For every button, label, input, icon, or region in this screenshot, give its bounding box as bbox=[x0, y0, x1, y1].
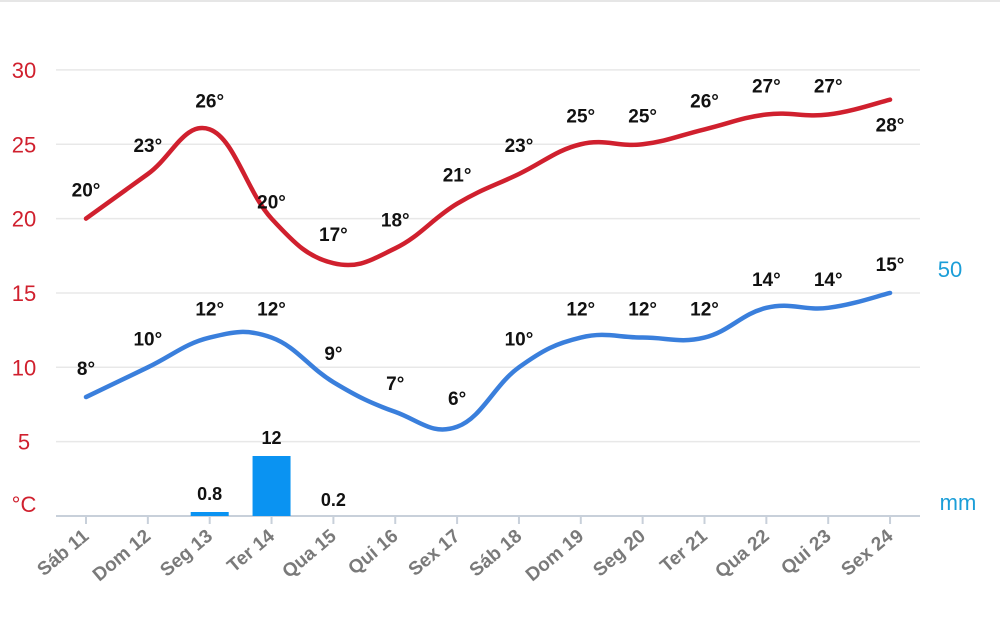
min-data-label: 10° bbox=[133, 329, 162, 350]
min-data-label: 7° bbox=[386, 374, 404, 395]
y-tick-label: 10 bbox=[12, 355, 36, 380]
min-data-label: 12° bbox=[566, 300, 595, 321]
y-axis-left: 30 25 20 15 10 5 °C bbox=[12, 58, 37, 517]
precipitation-bar bbox=[252, 456, 291, 516]
min-data-label: 9° bbox=[324, 344, 342, 365]
y2-tick-top: 50 bbox=[938, 257, 962, 282]
x-tick-label: Dom 19 bbox=[522, 526, 588, 586]
x-tick-label: Sáb 11 bbox=[34, 525, 94, 580]
x-tick-label: Seg 20 bbox=[589, 526, 649, 581]
max-data-label: 21° bbox=[443, 166, 472, 187]
y-tick-label: 15 bbox=[12, 281, 36, 306]
precipitation-label: 0.2 bbox=[321, 490, 346, 510]
y-tick-label: °C bbox=[12, 492, 37, 517]
precipitation-bars: 0.8 12 0.2 bbox=[190, 428, 346, 516]
max-data-label: 25° bbox=[566, 106, 595, 127]
y-tick-label: 5 bbox=[18, 430, 30, 455]
min-data-label: 10° bbox=[505, 329, 534, 350]
x-tick-label: Qua 22 bbox=[712, 526, 774, 583]
x-tick-label: Ter 21 bbox=[656, 525, 712, 576]
min-data-label: 6° bbox=[448, 389, 466, 410]
min-data-label: 12° bbox=[257, 300, 286, 321]
max-data-label: 27° bbox=[814, 77, 843, 98]
min-data-label: 14° bbox=[752, 270, 781, 291]
min-data-label: 12° bbox=[628, 300, 657, 321]
y-tick-label: 20 bbox=[12, 207, 36, 232]
max-data-label: 20° bbox=[72, 181, 101, 202]
x-tick-label: Sex 17 bbox=[405, 526, 465, 581]
y-tick-label: 25 bbox=[12, 132, 36, 157]
min-data-label: 8° bbox=[77, 359, 95, 380]
x-tick-label: Qui 16 bbox=[344, 526, 402, 579]
min-temperature-line bbox=[83, 290, 893, 432]
max-data-label: 17° bbox=[319, 225, 348, 246]
y2-unit-label: mm bbox=[940, 490, 977, 515]
max-data-label: 27° bbox=[752, 77, 781, 98]
x-tick-label: Qui 23 bbox=[777, 526, 835, 579]
min-data-label: 12° bbox=[195, 300, 224, 321]
min-data-label: 15° bbox=[876, 255, 905, 276]
x-tick-label: Seg 13 bbox=[156, 526, 216, 581]
x-tick-label: Sex 24 bbox=[838, 525, 898, 580]
precipitation-bar bbox=[190, 512, 229, 516]
precipitation-label: 0.8 bbox=[197, 484, 222, 504]
max-data-label: 26° bbox=[195, 91, 224, 112]
min-data-label: 12° bbox=[690, 300, 719, 321]
x-tick-label: Sáb 18 bbox=[466, 526, 526, 581]
max-data-label: 18° bbox=[381, 210, 410, 231]
max-data-label: 26° bbox=[690, 91, 719, 112]
max-temperature-line bbox=[83, 97, 893, 268]
temperature-lines: 20° 23° 26° 20° 17° 18° 21° 23° 25° 25° 26° 27° 27° 2… bbox=[72, 77, 905, 432]
max-data-label: 25° bbox=[628, 106, 657, 127]
y-tick-label: 30 bbox=[12, 58, 36, 83]
y-axis-right: 50 mm bbox=[938, 257, 977, 515]
x-tick-label: Ter 14 bbox=[223, 525, 279, 576]
min-data-label: 14° bbox=[814, 270, 843, 291]
max-data-label: 28° bbox=[876, 116, 905, 137]
max-data-label: 20° bbox=[257, 193, 286, 214]
max-data-label: 23° bbox=[505, 136, 534, 157]
x-tick-label: Qua 15 bbox=[279, 525, 341, 582]
x-tick-label: Dom 12 bbox=[89, 526, 155, 586]
top-divider bbox=[0, 0, 1000, 2]
precipitation-label: 12 bbox=[262, 428, 282, 448]
max-data-label: 23° bbox=[133, 136, 162, 157]
